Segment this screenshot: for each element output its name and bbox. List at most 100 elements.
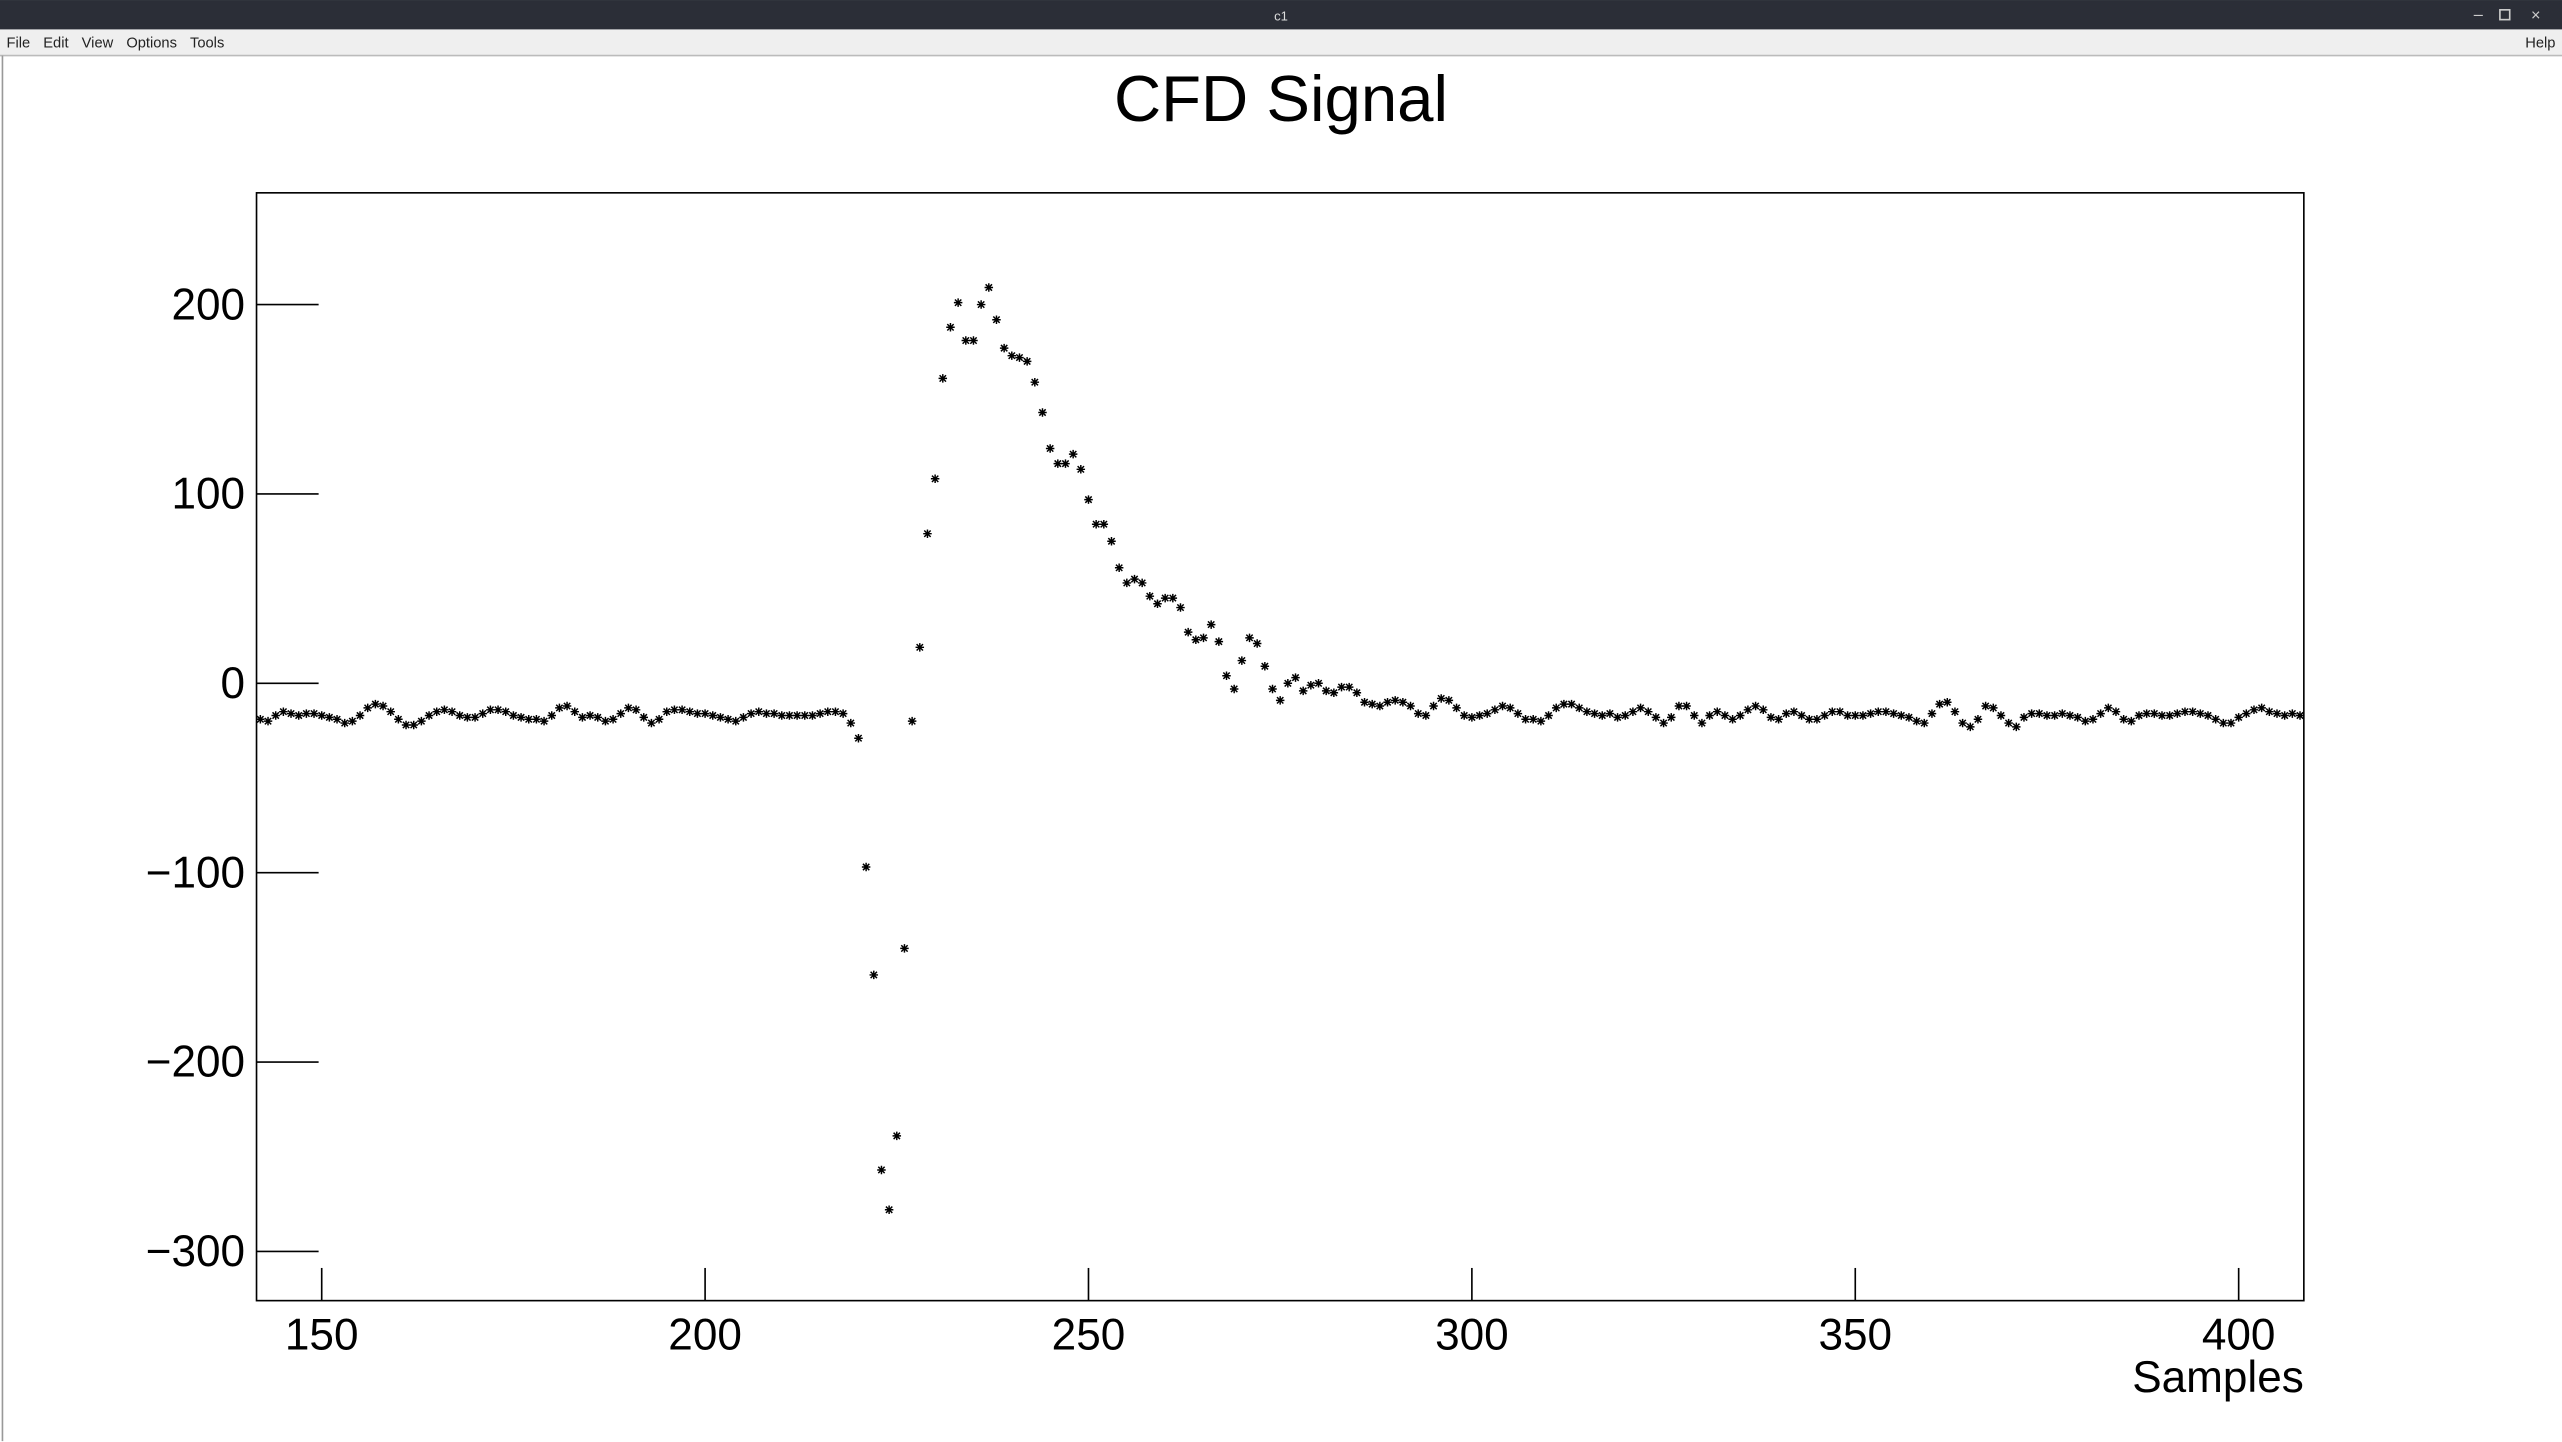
data-point [1367,699,1377,709]
data-point [509,711,518,720]
data-point [547,711,556,720]
maximize-button[interactable] [2499,9,2511,21]
data-point [1528,715,1538,724]
data-point [992,315,1001,324]
data-point [601,716,610,726]
plot-area: 150 200 250 300 350 400 −300 −200 −100 0 100 200 [146,280,2305,1360]
data-point [1421,711,1431,720]
data-point [1390,696,1400,705]
menu-item[interactable]: Options [126,35,177,51]
data-point [1958,718,1967,728]
data-point [647,718,656,728]
data-point [2019,713,2029,722]
menu-item[interactable]: Tools [190,35,224,51]
menu-item[interactable]: File [7,35,31,51]
data-point [1759,705,1768,715]
data-point [1467,713,1477,722]
data-point [302,709,311,718]
data-point [340,718,349,728]
data-point [570,707,579,716]
data-point [1582,707,1592,716]
data-point [2035,709,2044,718]
data-point [1076,465,1086,474]
data-point [1099,519,1109,529]
data-point [2042,711,2052,720]
data-point [2249,705,2259,715]
data-point [1643,707,1653,716]
data-point [999,343,1009,353]
data-point [394,715,403,724]
data-point [2257,703,2266,713]
data-point [969,336,978,345]
data-point [478,709,487,718]
data-point [708,711,718,720]
data-point [1252,639,1262,648]
data-point [1797,711,1806,720]
data-point [670,705,679,715]
data-point [1966,722,1975,732]
data-point [907,716,917,726]
data-point [2119,715,2128,724]
data-point [1843,711,1852,720]
data-point [1114,563,1124,573]
data-point [1482,709,1492,718]
x-tick-label: 250 [1052,1311,1126,1360]
data-point [1398,697,1408,707]
window-title: c1 [1274,8,1288,23]
data-point [2104,703,2113,713]
data-point [1805,715,1814,724]
data-point [1429,701,1438,711]
data-point [915,643,925,652]
data-point [1298,686,1308,696]
data-point [769,709,779,718]
data-point [2180,707,2190,716]
data-point [440,705,449,715]
x-tick-label: 400 [2202,1311,2276,1360]
data-point [746,709,756,718]
data-point [332,715,342,724]
data-point [838,709,848,718]
data-point [754,707,764,716]
data-point [1828,707,1837,716]
minimize-button[interactable]: – [2474,6,2484,24]
data-point [1628,707,1638,716]
data-point [317,711,326,720]
data-point [1927,709,1937,718]
data-point [1551,703,1561,713]
data-point [1068,449,1078,459]
data-point [286,709,296,718]
data-point [1291,673,1300,682]
data-point [1329,688,1339,698]
close-button[interactable]: × [2531,6,2541,24]
data-point [2081,716,2090,726]
data-point [1214,637,1224,646]
data-point [1989,703,1998,713]
data-point [1206,620,1216,629]
data-point [432,707,441,716]
data-point [2065,711,2075,720]
chart-title: CFD Signal [1114,62,1448,135]
data-point [424,711,434,720]
data-point [1130,574,1139,584]
data-point [532,715,541,724]
x-tick-label: 150 [285,1311,359,1360]
data-point [1321,686,1331,696]
data-point [1782,709,1791,718]
data-point [2280,711,2289,720]
data-point [2203,711,2213,720]
data-point [363,703,372,713]
menu-group: File Edit View Options Tools [7,35,225,51]
data-point [900,944,909,953]
menu-item[interactable]: Edit [43,35,68,51]
data-point [1436,694,1446,703]
data-point [1674,701,1684,711]
menu-help[interactable]: Help [2525,35,2555,51]
data-point [585,711,595,720]
data-point [2272,709,2282,718]
data-point [846,718,856,728]
data-point [608,715,618,724]
menu-item[interactable]: View [82,35,114,51]
data-point [1874,707,1883,716]
data-point [2050,711,2059,720]
